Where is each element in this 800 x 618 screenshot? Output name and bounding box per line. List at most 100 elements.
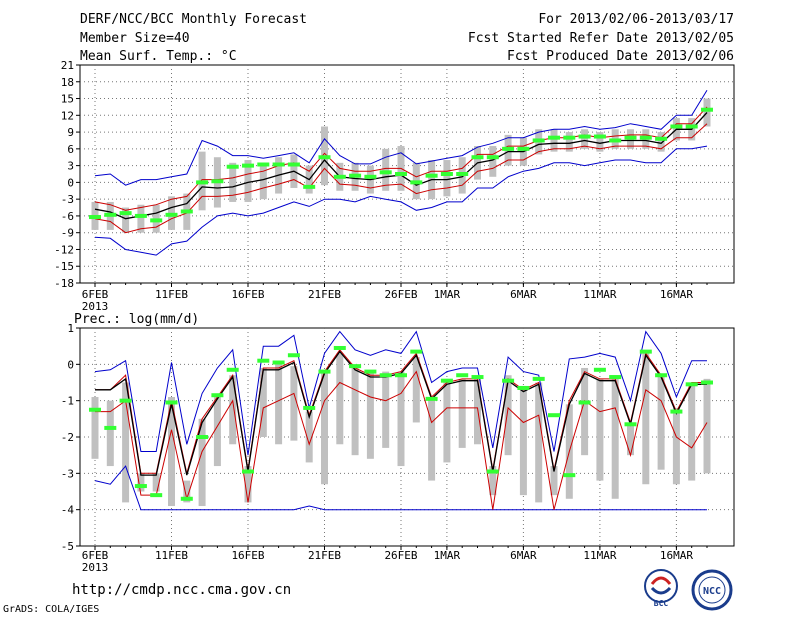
p1-spread-bar (489, 146, 497, 177)
p2-obs-mark (548, 413, 560, 418)
p2-spread-bar (581, 367, 589, 456)
p2-obs-mark (119, 398, 132, 403)
p1-line-lower (94, 123, 708, 234)
p1-obs-mark (318, 155, 331, 160)
p1-ytick-label: -3 (61, 193, 74, 206)
p2-spread-bar (137, 473, 145, 492)
p1-obs-mark (226, 164, 239, 169)
p2-obs-mark (517, 385, 530, 390)
p2-obs-mark (685, 382, 698, 387)
p1-obs-mark (165, 212, 178, 217)
p2-obs-mark (287, 353, 300, 358)
p2-line-lower (95, 370, 708, 510)
footer-url[interactable]: http://cmdp.ncc.cma.gov.cn (72, 582, 292, 598)
p1-xtick-label: 21FEB (308, 288, 341, 301)
p1-obs-mark (548, 135, 560, 140)
p2-obs-mark (578, 400, 591, 405)
p2-obs-mark (655, 373, 668, 378)
p1-frame (79, 64, 735, 284)
p2-obs-mark (150, 493, 163, 498)
p2-spread-bar (305, 411, 313, 463)
p2-spread-bar (535, 382, 543, 503)
p2-ytick-label: -2 (61, 431, 74, 444)
p2-spread-bar (397, 371, 405, 467)
p1-obs-mark (685, 124, 698, 129)
p1-obs-mark (532, 138, 545, 143)
p1-xtick-label: 6FEB (82, 288, 109, 301)
p2-xtick-label: 11MAR (583, 549, 616, 562)
p2-spread-bar (596, 378, 604, 481)
ncc-logo: NCC (690, 568, 734, 612)
p2-obs-mark (257, 358, 270, 363)
p1-spread-bar (229, 162, 237, 202)
bcc-logo-text: BCC (654, 599, 669, 608)
p2-ytick-label: -5 (61, 540, 74, 553)
chart-title: DERF/NCC/BCC Monthly Forecast (80, 12, 307, 27)
p2-obs-mark (440, 378, 453, 383)
p2-xtick-label: 26FEB (384, 549, 417, 562)
produced-date: Fcst Produced Date 2013/02/06 (507, 49, 734, 64)
p1-spread-bar (565, 132, 573, 152)
p2-spread-bar (229, 375, 237, 445)
p2-xtick-label: 16FEB (231, 549, 264, 562)
p2-obs-mark (364, 369, 377, 374)
p2-ytick-label: 0 (67, 358, 74, 371)
p1-obs-mark (395, 172, 407, 176)
p2-spread-bar (122, 382, 130, 503)
p2-line-max (94, 330, 707, 456)
p1-obs-mark (287, 162, 300, 167)
p2-spread-bar (627, 422, 634, 456)
p1-obs-mark (624, 135, 637, 140)
p1-xtick-label: 6MAR (510, 288, 537, 301)
p1-line-min (94, 145, 708, 256)
p1-spread-bar (259, 162, 267, 200)
p2-obs-mark (563, 473, 576, 478)
p1-obs-mark (379, 170, 392, 175)
p2-year-label: 2013 (82, 561, 109, 574)
p2-line-min (94, 465, 707, 511)
p2-spread-bar (198, 418, 206, 507)
p1-obs-mark (211, 179, 224, 184)
p1-ytick-label: -9 (61, 227, 74, 240)
p1-obs-mark (701, 107, 713, 112)
p2-obs-mark (349, 364, 362, 369)
p2-obs-mark (180, 496, 193, 501)
p2-spread-bar (351, 364, 359, 456)
p2-spread-bar (550, 466, 558, 496)
p2-spread-bar (642, 353, 650, 485)
p2-obs-mark (272, 360, 285, 365)
p2-obs-mark (701, 380, 713, 385)
p1-ytick-label: 9 (67, 126, 74, 139)
p2-spread-bar (106, 400, 114, 467)
p1-obs-mark (410, 180, 423, 185)
p2-obs-mark (303, 405, 316, 410)
precip-title: Prec.: log(mm/d) (74, 312, 199, 327)
p2-obs-mark (471, 375, 484, 380)
p2-xtick-label: 21FEB (308, 549, 341, 562)
p1-spread-bar (122, 207, 130, 233)
p1-obs-mark (134, 213, 147, 218)
p1-ytick-label: 0 (67, 176, 74, 189)
p1-xtick-label: 16MAR (660, 288, 693, 301)
p2-obs-mark (104, 425, 117, 430)
p2-obs-mark (165, 400, 178, 405)
p1-obs-mark (517, 146, 530, 151)
p2-spread-bar (244, 466, 252, 503)
p2-spread-bar (672, 407, 680, 485)
p1-obs-mark (196, 180, 209, 185)
p1-xtick-label: 16FEB (231, 288, 264, 301)
p2-obs-mark (318, 369, 331, 374)
p2-obs-mark (609, 375, 622, 380)
p2-obs-mark (410, 349, 423, 354)
grads-credit: GrADS: COLA/IGES (3, 604, 100, 615)
p2-spread-bar (259, 367, 267, 437)
p2-spread-bar (657, 375, 665, 470)
variable-label: Mean Surf. Temp.: °C (80, 49, 237, 64)
p2-xtick-label: 11FEB (155, 549, 188, 562)
p2-obs-mark (242, 469, 254, 474)
p2-xtick-label: 6MAR (510, 549, 537, 562)
p2-spread-bar (443, 382, 451, 463)
p1-ytick-label: 12 (61, 109, 74, 122)
